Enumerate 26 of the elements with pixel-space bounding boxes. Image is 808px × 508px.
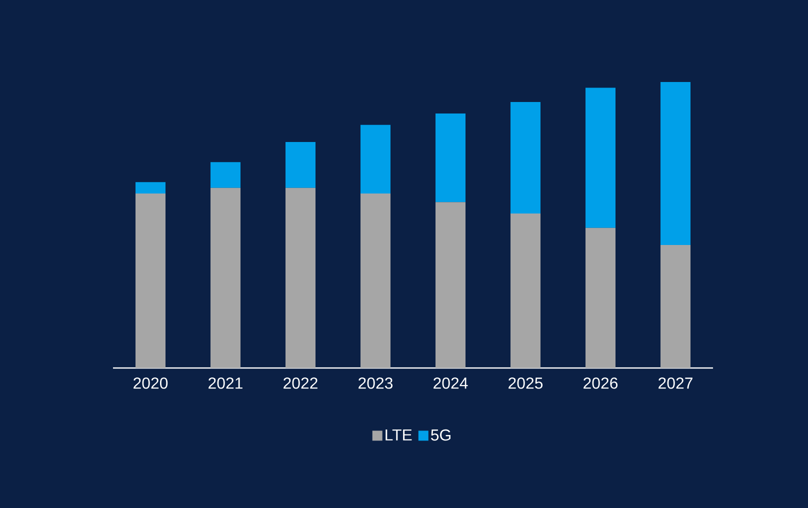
bar [510, 214, 541, 368]
bar [286, 142, 316, 188]
bar [436, 202, 466, 368]
bar [436, 113, 466, 202]
bar [286, 188, 316, 368]
x-tick-label: 2025 [508, 378, 543, 389]
bar [360, 194, 391, 368]
bar [136, 182, 166, 194]
x-tick-label: 2026 [584, 378, 618, 389]
bar [586, 88, 616, 228]
bar [660, 245, 691, 368]
bar [210, 162, 241, 188]
x-tick-label: 2024 [434, 378, 468, 389]
x-tick-label: 2022 [284, 378, 318, 389]
bar [510, 102, 541, 214]
x-tick-label: 2021 [208, 378, 242, 389]
bar [210, 188, 241, 368]
bar [360, 124, 391, 194]
x-tick-label: 2020 [134, 378, 168, 389]
legend-label: LTE [386, 429, 412, 440]
bar [660, 82, 691, 246]
legend-label: 5G [431, 429, 450, 441]
x-tick-label: 2027 [658, 378, 692, 389]
bar [586, 228, 616, 368]
bar [136, 194, 166, 368]
x-tick-label: 2023 [358, 378, 393, 389]
